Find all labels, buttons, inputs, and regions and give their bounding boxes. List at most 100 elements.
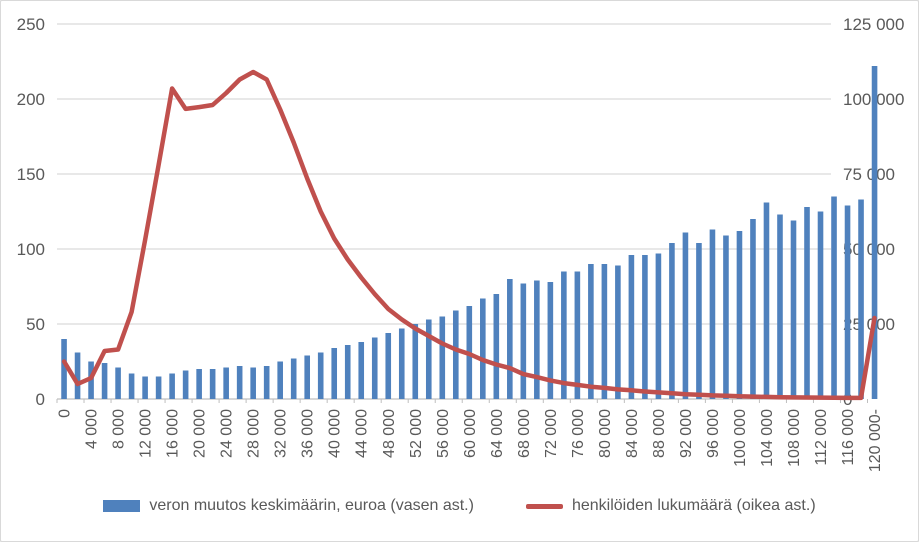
bar <box>655 253 662 399</box>
x-axis-tick-label: 16 000 <box>165 409 182 458</box>
x-axis-tick-label: 12 000 <box>138 409 155 458</box>
bar <box>547 282 554 399</box>
x-axis-tick-label: 120 000- <box>867 409 884 472</box>
x-axis-tick-label: 0 <box>57 409 74 418</box>
bar <box>682 232 689 399</box>
bar <box>750 219 756 399</box>
x-axis-tick-label: 104 000 <box>759 409 776 467</box>
bar <box>858 199 864 399</box>
x-axis-tick-label: 40 000 <box>327 409 344 458</box>
x-axis-tick-label: 32 000 <box>273 409 290 458</box>
x-axis-tick-label: 76 000 <box>570 409 587 458</box>
bar <box>317 352 324 399</box>
x-axis-tick-label: 116 000 <box>840 409 857 466</box>
left-axis-tick-label: 150 <box>17 165 45 184</box>
bar <box>696 243 702 399</box>
left-axis-tick-label: 50 <box>26 315 45 334</box>
bar <box>871 66 878 399</box>
bar-series-swatch-icon <box>103 500 141 512</box>
bar <box>561 271 567 399</box>
bar <box>615 265 621 399</box>
x-axis-tick-label: 96 000 <box>705 409 722 458</box>
bar <box>250 367 256 399</box>
x-axis-tick-label: 24 000 <box>219 409 236 458</box>
bar <box>398 328 405 399</box>
x-axis-tick-label: 20 000 <box>192 409 209 458</box>
x-axis-tick-label: 84 000 <box>624 409 641 458</box>
bar <box>277 361 283 399</box>
x-axis-tick-label: 4 000 <box>84 409 101 449</box>
bar <box>574 271 581 399</box>
right-axis-tick-label: 25 000 <box>843 315 895 334</box>
bar <box>263 366 270 399</box>
bar <box>182 370 189 399</box>
bar <box>601 264 608 399</box>
bar <box>628 255 635 399</box>
bar <box>817 211 824 399</box>
bar <box>331 348 338 399</box>
x-axis-tick-label: 92 000 <box>678 409 695 458</box>
bar <box>61 339 67 399</box>
x-axis-tick-label: 88 000 <box>651 409 668 458</box>
bar <box>155 376 162 399</box>
x-axis-tick-label: 8 000 <box>111 409 128 449</box>
x-axis-tick-label: 112 000 <box>813 409 830 466</box>
bar <box>669 243 675 399</box>
bar <box>101 363 108 399</box>
bar <box>763 202 770 399</box>
bar <box>412 324 419 399</box>
bar <box>642 255 648 399</box>
legend-label-bars: veron muutos keskimäärin, euroa (vasen a… <box>149 497 474 514</box>
x-axis-tick-label: 52 000 <box>408 409 425 458</box>
line-series-swatch-icon <box>525 503 563 509</box>
left-axis-tick-label: 100 <box>17 240 45 259</box>
bar <box>115 367 121 399</box>
bar <box>371 337 378 399</box>
bar <box>493 294 500 399</box>
bar <box>128 373 135 399</box>
bar <box>209 369 216 399</box>
bar <box>439 316 446 399</box>
bar <box>385 333 392 399</box>
bar <box>520 283 527 399</box>
x-axis-tick-label: 48 000 <box>381 409 398 458</box>
bar <box>480 298 486 399</box>
x-axis-tick-label: 60 000 <box>462 409 479 458</box>
x-axis-tick-label: 56 000 <box>435 409 452 458</box>
x-axis-tick-label: 28 000 <box>246 409 263 458</box>
x-axis-tick-label: 44 000 <box>354 409 371 458</box>
bar <box>236 366 243 399</box>
bar <box>344 345 351 399</box>
x-axis-tick-label: 72 000 <box>543 409 560 458</box>
left-axis-tick-label: 200 <box>17 90 45 109</box>
legend-item-bars: veron muutos keskimäärin, euroa (vasen a… <box>103 497 474 515</box>
legend-label-line: henkilöiden lukumäärä (oikea ast.) <box>571 497 816 514</box>
x-axis-tick-label: 36 000 <box>300 409 317 458</box>
legend-item-line: henkilöiden lukumäärä (oikea ast.) <box>525 497 816 515</box>
bar <box>831 196 837 399</box>
right-axis-tick-label: 125 000 <box>843 15 904 34</box>
x-axis-tick-label: 68 000 <box>516 409 533 458</box>
x-axis-tick-label: 80 000 <box>597 409 614 458</box>
bar <box>304 355 311 399</box>
bar <box>709 229 716 399</box>
left-axis-tick-label: 0 <box>36 390 45 409</box>
bar <box>74 352 81 399</box>
bar <box>736 231 743 399</box>
bar <box>358 342 365 399</box>
bar <box>169 373 175 399</box>
bar <box>534 280 540 399</box>
x-axis-tick-label: 64 000 <box>489 409 506 458</box>
bar <box>425 319 432 399</box>
bar <box>844 205 851 399</box>
left-axis-tick-label: 250 <box>17 15 45 34</box>
right-axis-tick-label: 50 000 <box>843 240 895 259</box>
x-axis-tick-label: 108 000 <box>786 409 803 467</box>
bar <box>777 214 783 399</box>
bar <box>290 358 297 399</box>
bar <box>723 235 729 399</box>
bar <box>452 310 459 399</box>
bar <box>196 369 202 399</box>
